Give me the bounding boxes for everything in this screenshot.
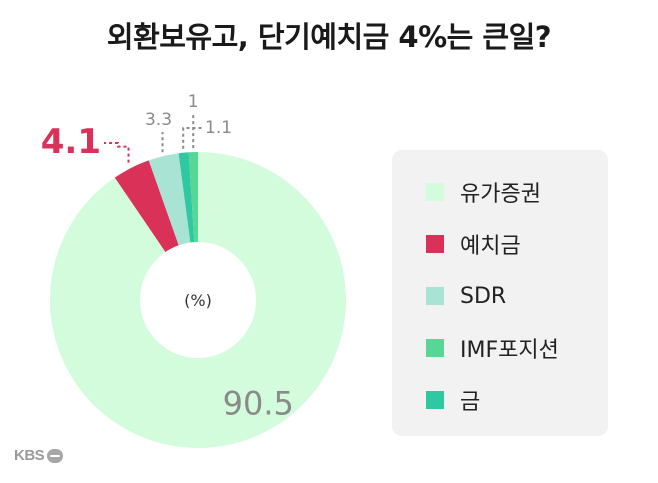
value-label-4: 1.1 <box>205 118 232 138</box>
legend-item-sdr: SDR <box>426 281 506 311</box>
legend-item-imf-position: IMF포지션 <box>426 333 559 363</box>
value-label-2: 3.3 <box>145 110 172 130</box>
logo-text: KBS <box>14 447 45 464</box>
legend-swatch <box>426 339 444 357</box>
legend-swatch <box>426 287 444 305</box>
legend-item-gold: 금 <box>426 385 480 415</box>
pie-slice-2 <box>148 153 191 246</box>
legend-swatch <box>426 391 444 409</box>
legend-swatch <box>426 183 444 201</box>
leader-line-1 <box>104 142 130 163</box>
value-label-3: 1 <box>188 92 199 112</box>
pie-slice-4 <box>178 152 195 243</box>
legend-swatch <box>426 235 444 253</box>
pie-slice-0 <box>50 152 347 449</box>
unit-label: (%) <box>184 291 212 310</box>
legend-label: IMF포지션 <box>460 338 559 363</box>
legend-item-deposits: 예치금 <box>426 229 521 259</box>
chart-title: 외환보유고, 단기예치금 4%는 큰일? <box>106 20 552 54</box>
leader-line-4 <box>182 127 202 149</box>
legend-label: SDR <box>460 283 507 309</box>
legend-label: 예치금 <box>460 234 521 259</box>
value-label-1: 4.1 <box>41 122 101 162</box>
legend-item-securities: 유가증권 <box>426 177 541 207</box>
legend-label: 금 <box>460 390 481 415</box>
logo-mark-icon <box>47 448 64 463</box>
pie-slice-1 <box>114 160 179 253</box>
legend-label: 유가증권 <box>460 182 541 207</box>
value-label-0: 90.5 <box>223 384 294 422</box>
legend: 유가증권 예치금 SDR IMF포지션 금 <box>392 150 608 436</box>
kbs-logo: KBS <box>14 447 64 464</box>
pie-slice-3 <box>188 152 198 243</box>
